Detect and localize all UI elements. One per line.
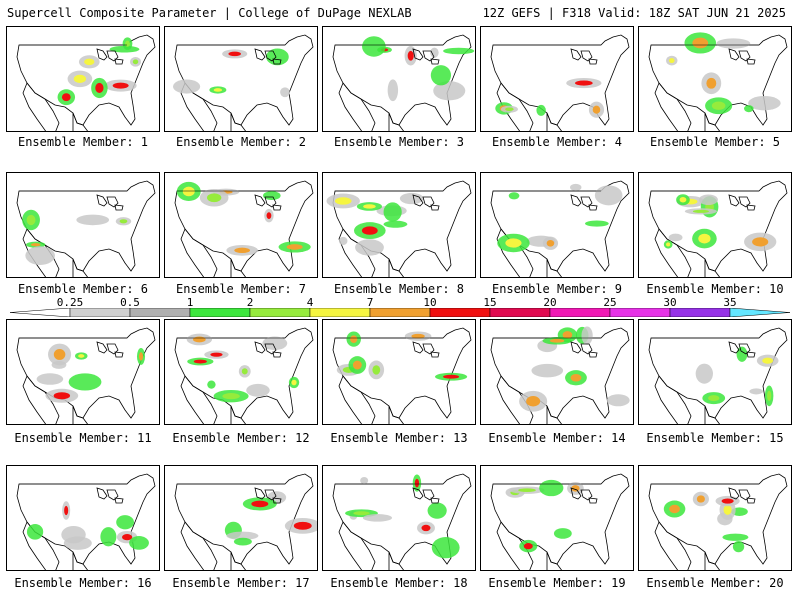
colorbar-segment-8 — [489, 308, 551, 317]
colorbar-segment-5 — [309, 308, 371, 317]
colorbar-segment-3 — [189, 308, 251, 317]
member-label-14: Ensemble Member: 14 — [488, 431, 626, 445]
colorbar-tick-label: 1 — [186, 296, 194, 309]
colorbar-tick-label: 2 — [246, 296, 254, 309]
ensemble-map-15 — [638, 319, 792, 425]
ensemble-map-20 — [638, 465, 792, 571]
ensemble-map-6 — [6, 172, 160, 278]
colorbar-tick-label: 0.25 — [56, 296, 84, 309]
member-label-2: Ensemble Member: 2 — [175, 135, 307, 149]
member-label-15: Ensemble Member: 15 — [646, 431, 784, 445]
colorbar-tick-label: 10 — [423, 296, 437, 309]
ensemble-map-1 — [6, 26, 160, 132]
colorbar-segment-9 — [549, 308, 611, 317]
ensemble-map-18 — [322, 465, 476, 571]
header: Supercell Composite Parameter | College … — [0, 0, 800, 22]
colorbar-tick-label: 20 — [543, 296, 557, 309]
colorbar-tick-label: 35 — [723, 296, 737, 309]
member-label-18: Ensemble Member: 18 — [330, 576, 468, 590]
colorbar-tick-label: 30 — [663, 296, 677, 309]
colorbar-segment-4 — [249, 308, 311, 317]
colorbar-tick-label: 15 — [483, 296, 497, 309]
color-scale-bar — [10, 308, 790, 317]
member-label-20: Ensemble Member: 20 — [646, 576, 784, 590]
ensemble-map-14 — [480, 319, 634, 425]
member-label-8: Ensemble Member: 8 — [333, 282, 465, 296]
valid-time: 12Z GEFS | F318 Valid: 18Z SAT JUN 21 20… — [482, 6, 786, 20]
member-label-6: Ensemble Member: 6 — [17, 282, 149, 296]
ensemble-map-5 — [638, 26, 792, 132]
ensemble-map-8 — [322, 172, 476, 278]
ensemble-map-12 — [164, 319, 318, 425]
colorbar-tick-label: 25 — [603, 296, 617, 309]
ensemble-map-13 — [322, 319, 476, 425]
colorbar-tick-label: 0.5 — [120, 296, 140, 309]
member-label-7: Ensemble Member: 7 — [175, 282, 307, 296]
colorbar-segment-7 — [429, 308, 491, 317]
member-label-13: Ensemble Member: 13 — [330, 431, 468, 445]
ensemble-map-4 — [480, 26, 634, 132]
ensemble-map-7 — [164, 172, 318, 278]
member-label-10: Ensemble Member: 10 — [646, 282, 784, 296]
member-label-19: Ensemble Member: 19 — [488, 576, 626, 590]
colorbar-segment-12 — [729, 308, 790, 317]
colorbar-tick-label: 7 — [366, 296, 374, 309]
ensemble-map-11 — [6, 319, 160, 425]
ensemble-map-10 — [638, 172, 792, 278]
colorbar-tick-label: 4 — [306, 296, 314, 309]
ensemble-map-3 — [322, 26, 476, 132]
ensemble-map-9 — [480, 172, 634, 278]
member-label-4: Ensemble Member: 4 — [491, 135, 623, 149]
ensemble-map-2 — [164, 26, 318, 132]
member-label-9: Ensemble Member: 9 — [491, 282, 623, 296]
colorbar-segment-1 — [69, 308, 131, 317]
member-label-1: Ensemble Member: 1 — [17, 135, 149, 149]
colorbar-segment-11 — [669, 308, 731, 317]
member-label-3: Ensemble Member: 3 — [333, 135, 465, 149]
colorbar-segment-10 — [609, 308, 671, 317]
colorbar-segment-6 — [369, 308, 431, 317]
member-label-17: Ensemble Member: 17 — [172, 576, 310, 590]
member-label-16: Ensemble Member: 16 — [14, 576, 152, 590]
member-label-11: Ensemble Member: 11 — [14, 431, 152, 445]
ensemble-map-19 — [480, 465, 634, 571]
ensemble-map-17 — [164, 465, 318, 571]
page-title: Supercell Composite Parameter | College … — [7, 6, 412, 20]
colorbar-left-arrow — [10, 308, 71, 317]
member-label-12: Ensemble Member: 12 — [172, 431, 310, 445]
member-label-5: Ensemble Member: 5 — [649, 135, 781, 149]
ensemble-map-16 — [6, 465, 160, 571]
colorbar-segment-2 — [129, 308, 191, 317]
